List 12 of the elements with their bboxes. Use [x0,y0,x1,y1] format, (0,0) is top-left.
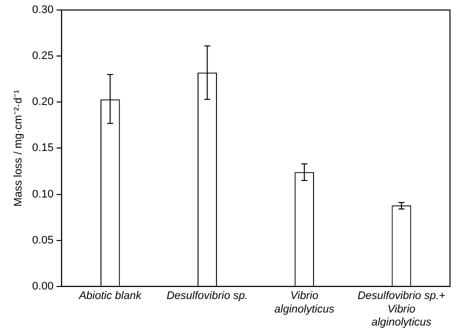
x-tick-label: Desulfovibrio sp. [166,290,248,302]
x-tick-label: Vibrio alginolyticus [274,290,335,316]
y-tick-label: 0.20 [32,96,54,108]
y-tick-label: 0.30 [32,4,54,16]
y-tick-label: 0.00 [32,280,54,292]
y-tick-label: 0.25 [32,50,54,62]
y-tick-label: 0.05 [32,234,54,246]
y-axis-title: Mass loss / mg·cm⁻²·d⁻¹ [12,89,25,207]
x-tick-label: Desulfovibrio sp.+ Vibrio alginolyticus [358,290,446,328]
y-tick-label: 0.10 [32,188,54,200]
y-tick-label: 0.15 [32,142,54,154]
x-tick-label: Abiotic blank [78,290,142,302]
